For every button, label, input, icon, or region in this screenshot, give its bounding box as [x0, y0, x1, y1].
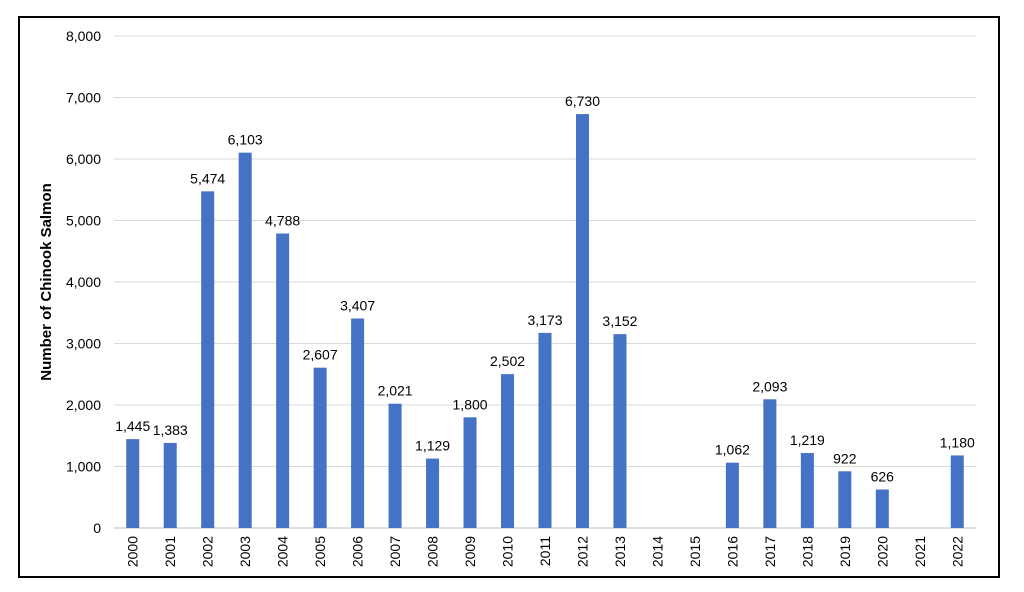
- y-tick-label: 8,000: [66, 28, 101, 44]
- data-label: 6,730: [565, 93, 600, 109]
- x-tick-label: 2011: [537, 536, 553, 566]
- bar: [126, 439, 140, 528]
- data-label: 1,445: [115, 418, 150, 434]
- data-label: 2,021: [378, 383, 413, 399]
- bar: [313, 367, 327, 528]
- x-tick-label: 2002: [200, 536, 216, 567]
- y-axis-label: Number of Chinook Salmon: [38, 183, 55, 381]
- bar: [463, 417, 477, 528]
- y-tick-label: 1,000: [66, 459, 101, 475]
- gridlines: [114, 35, 976, 529]
- x-tick-label: 2021: [912, 536, 928, 567]
- x-tick-label: 2006: [350, 536, 366, 567]
- x-tick-label: 2008: [425, 536, 441, 567]
- bar: [575, 114, 589, 528]
- data-label: 1,383: [153, 422, 188, 438]
- bar: [725, 462, 739, 528]
- y-axis-ticks: 0 1,000 2,000 3,000 4,000 5,000 6,000 7,000 8,00…: [66, 28, 101, 536]
- x-tick-label: 2007: [387, 536, 403, 567]
- data-label: 1,219: [790, 432, 825, 448]
- bar: [800, 453, 814, 528]
- bar: [201, 191, 215, 528]
- x-tick-label: 2022: [949, 536, 965, 567]
- y-tick-label: 0: [93, 520, 101, 536]
- data-label: 1,800: [453, 396, 488, 412]
- y-tick-label: 7,000: [66, 90, 101, 106]
- x-tick-label: 2003: [237, 536, 253, 567]
- bar: [276, 233, 290, 528]
- x-tick-label: 2019: [837, 536, 853, 567]
- y-tick-label: 6,000: [66, 151, 101, 167]
- x-tick-label: 2001: [162, 536, 178, 567]
- bar: [875, 489, 889, 528]
- x-tick-label: 2004: [275, 536, 291, 567]
- y-tick-label: 5,000: [66, 213, 101, 229]
- x-axis-ticks: 2000 2001 2002 2003 2004 2005 2006 2007 2008 2009…: [125, 536, 966, 567]
- bar: [838, 471, 852, 528]
- x-tick-label: 2000: [125, 536, 141, 567]
- data-label: 922: [833, 450, 857, 466]
- x-tick-label: 2014: [649, 536, 665, 567]
- x-tick-label: 2013: [612, 536, 628, 567]
- data-label: 1,062: [715, 442, 750, 458]
- y-tick-label: 3,000: [66, 336, 101, 352]
- bar: [238, 152, 252, 528]
- bar: [501, 374, 515, 528]
- y-tick-label: 4,000: [66, 274, 101, 290]
- data-label: 1,180: [940, 434, 975, 450]
- y-tick-label: 2,000: [66, 397, 101, 413]
- data-label: 2,093: [752, 378, 787, 394]
- bars: [126, 114, 964, 528]
- bar: [163, 442, 177, 528]
- x-tick-label: 2016: [724, 536, 740, 567]
- x-tick-label: 2020: [874, 536, 890, 567]
- data-label: 3,173: [527, 312, 562, 328]
- x-tick-label: 2018: [799, 536, 815, 567]
- data-label: 5,474: [190, 170, 225, 186]
- x-tick-label: 2017: [762, 536, 778, 567]
- bar: [538, 332, 552, 528]
- x-tick-label: 2012: [574, 536, 590, 567]
- bar: [388, 403, 402, 528]
- data-label: 2,607: [303, 347, 338, 363]
- bar: [763, 399, 777, 528]
- data-label: 6,103: [228, 132, 263, 148]
- data-labels: 1,445 1,383 5,474 6,103 4,788 2,607 3,407 2,021…: [115, 93, 975, 484]
- bar: [613, 334, 627, 528]
- x-tick-label: 2010: [500, 536, 516, 567]
- data-label: 3,152: [602, 313, 637, 329]
- x-tick-label: 2009: [462, 536, 478, 567]
- data-label: 3,407: [340, 297, 375, 313]
- data-label: 2,502: [490, 353, 525, 369]
- data-label: 626: [871, 469, 895, 485]
- data-label: 1,129: [415, 438, 450, 454]
- x-tick-label: 2015: [687, 536, 703, 567]
- bar: [426, 458, 440, 528]
- bar: [351, 318, 365, 528]
- x-tick-label: 2005: [312, 536, 328, 567]
- bar: [950, 455, 964, 528]
- data-label: 4,788: [265, 213, 300, 229]
